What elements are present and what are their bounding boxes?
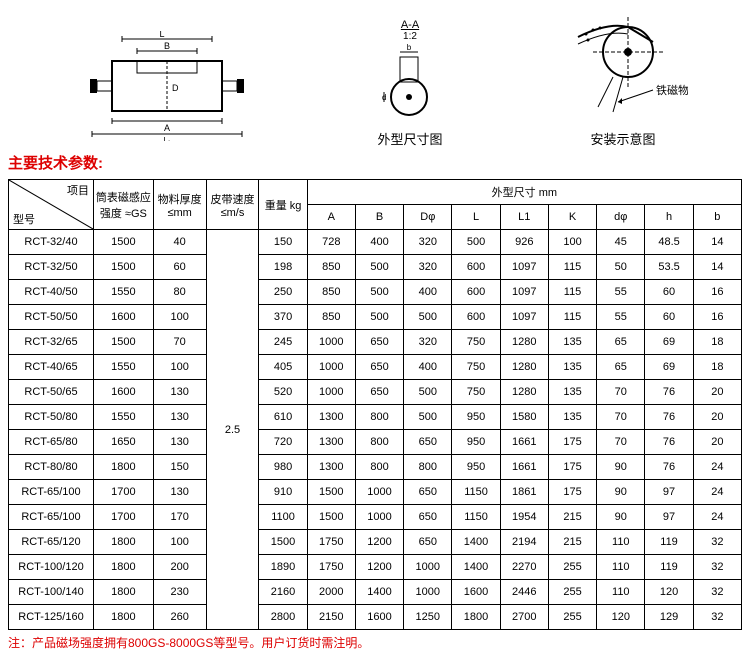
header-gs: 筒表磁感应强度 ≈GS — [94, 180, 154, 230]
table-row: RCT-50/651600130520100065050075012801357… — [9, 380, 742, 405]
header-thk: 物料厚度 ≤mm — [153, 180, 206, 230]
header-kg: 重量 kg — [259, 180, 307, 230]
dimension-diagram: L B D A L₁ — [62, 31, 262, 148]
table-row: RCT-65/120180010015001750120065014002194… — [9, 530, 742, 555]
footnote: 注：产品磁场强度拥有800GS-8000GS等型号。用户订货时需注明。 — [8, 634, 742, 651]
section-diagram: A-A 1:2 b d 外型尺寸图 — [370, 19, 450, 148]
table-row: RCT-80/801800150980130080080095016611759… — [9, 455, 742, 480]
table-row: RCT-65/100170017011001500100065011501954… — [9, 505, 742, 530]
table-row: RCT-32/401500402.51507284003205009261004… — [9, 230, 742, 255]
table-row: RCT-40/651550100405100065040075012801356… — [9, 355, 742, 380]
install-diagram: 铁磁物 安装示意图 — [558, 12, 688, 148]
table-row: RCT-40/501550802508505004006001097115556… — [9, 280, 742, 305]
header-diag: 项目 型号 — [9, 180, 94, 230]
table-row: RCT-100/12018002001890175012001000140022… — [9, 555, 742, 580]
table-row: RCT-65/100170013091015001000650115018611… — [9, 480, 742, 505]
table-row: RCT-100/14018002302160200014001000160024… — [9, 580, 742, 605]
section-svg: b d — [370, 42, 450, 122]
header-group: 外型尺寸 mm — [307, 180, 741, 205]
dimension-svg: L B D A L₁ — [62, 31, 262, 141]
belt-speed-cell: 2.5 — [206, 230, 259, 630]
svg-text:L₁: L₁ — [163, 136, 170, 141]
svg-text:A: A — [164, 123, 170, 133]
section-label: A-A — [370, 19, 450, 31]
table-row: RCT-32/651500702451000650320750128013565… — [9, 330, 742, 355]
svg-text:b: b — [407, 43, 412, 52]
spec-table: 项目 型号 筒表磁感应强度 ≈GS 物料厚度 ≤mm 皮带速度 ≤m/s 重量 … — [8, 179, 742, 630]
section-title: 主要技术参数: — [8, 152, 742, 173]
header-speed: 皮带速度 ≤m/s — [206, 180, 259, 230]
install-svg: 铁磁物 — [558, 12, 688, 122]
arrow-label: 铁磁物 — [656, 83, 688, 97]
table-row: RCT-50/801550130610130080050095015801357… — [9, 405, 742, 430]
svg-text:L: L — [159, 31, 164, 39]
install-caption: 安装示意图 — [558, 129, 688, 148]
table-row: RCT-50/501600100370850500500600109711555… — [9, 305, 742, 330]
section-scale: 1:2 — [370, 31, 450, 42]
svg-text:D: D — [172, 83, 179, 93]
table-row: RCT-32/501500601988505003206001097115505… — [9, 255, 742, 280]
table-row: RCT-125/16018002602800215016001250180027… — [9, 605, 742, 630]
dimension-caption: 外型尺寸图 — [370, 129, 450, 148]
diagrams-row: L B D A L₁ — [8, 8, 742, 148]
table-body: RCT-32/401500402.51507284003205009261004… — [9, 230, 742, 630]
svg-text:B: B — [164, 41, 170, 51]
table-row: RCT-65/801650130720130080065095016611757… — [9, 430, 742, 455]
